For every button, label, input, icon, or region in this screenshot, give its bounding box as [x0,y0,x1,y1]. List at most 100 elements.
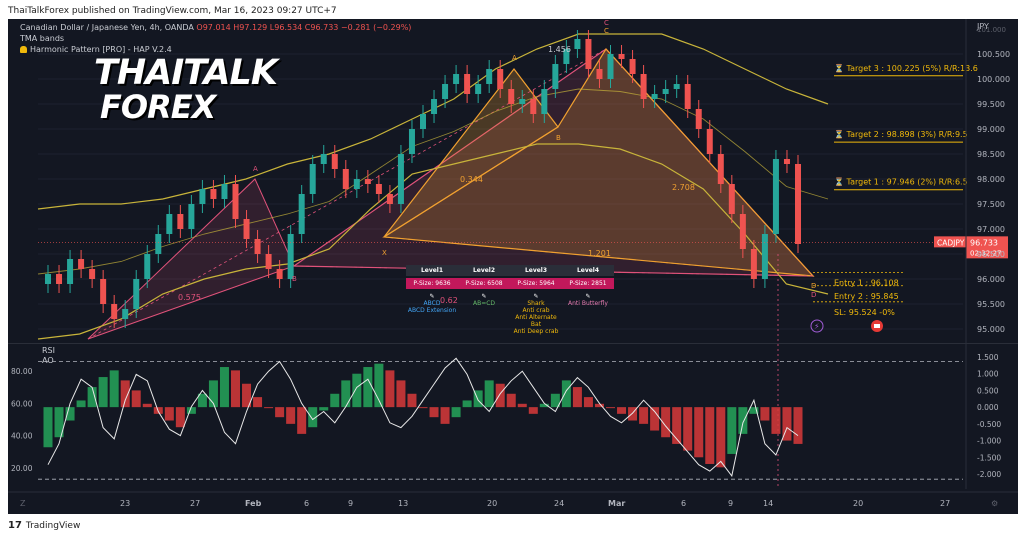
ao-bar [341,380,351,408]
ao-tick-label: 0.500 [977,386,999,395]
time-tick-label: 13 [398,499,408,508]
candle-body [353,179,360,189]
chart-svg[interactable]: ⏳ Target 3 : 100.225 (5%) R/R:13.6 ⏳ Targ… [8,19,1018,514]
ao-tick-label: 1.000 [977,370,999,379]
time-tick-label: 20 [853,499,863,508]
rsi-tick-label: 60.00 [11,399,33,408]
ao-bar [738,407,748,434]
bell-icon [20,46,27,53]
logo-line1: THAITALK [94,53,278,93]
publisher-line: ThaiTalkForex published on TradingView.c… [8,6,337,16]
ao-bar [727,407,737,454]
legend-indicator-tma[interactable]: TMA bands [20,34,65,43]
candle-body [287,234,294,279]
candle-body [596,69,603,79]
candle-body [320,154,327,164]
pattern-dotted-xc [87,48,607,340]
ao-bar [583,397,593,408]
ao-bar [286,407,296,424]
footer[interactable]: 17 TradingView [8,520,80,531]
time-tick-label: 9 [348,499,353,508]
time-tick-label: 23 [120,499,130,508]
point-a-mid: A [512,54,517,62]
candle-body [684,84,691,109]
level-psize: P-Size: 5964 [510,278,562,289]
lightning-icon [810,319,824,333]
ao-bar [705,407,715,464]
stop-loss-label: SL: 95.524 -0% [834,308,895,317]
price-tick-label: 100.000 [977,75,1010,84]
candle-body [629,59,636,74]
ao-bar [771,407,781,434]
chart-frame[interactable]: ⏳ Target 3 : 100.225 (5%) R/R:13.6 ⏳ Targ… [8,19,1018,514]
main-grid [38,53,963,330]
tma-lower-band [37,143,829,340]
price-tick-label: 96.500 [977,250,1005,259]
candle-body [375,184,382,194]
candle-body [552,64,559,89]
time-tick-label: 6 [304,499,309,508]
point-c: C [604,27,609,35]
ao-bar [109,370,119,408]
target-label-1: ⏳ Target 3 : 100.225 (5%) R/R:13.6 [834,63,978,73]
ao-bar [782,407,792,441]
candle-body [309,164,316,194]
candle-body [750,249,757,279]
target-label-2: ⏳ Target 2 : 98.898 (3%) R/R:9.5 [834,129,968,139]
level-patterns: ✎ Anti Butterfly [562,289,614,307]
ao-tick-label: -0.500 [977,420,1001,429]
price-tick-label: 97.000 [977,225,1005,234]
ao-tick-label: -1.500 [977,453,1001,462]
ao-bar [54,407,64,438]
legend-indicator-harmonic[interactable]: Harmonic Pattern [PRO] - HAP V.2.4 [20,44,411,55]
candle-body [188,204,195,229]
ao-bar [231,370,240,408]
time-axis-bg [8,492,1018,514]
price-tick-label: 98.500 [977,150,1005,159]
level-column: Level2 P-Size: 6508 ✎ AB=CD [458,265,510,335]
candle-body [761,234,768,279]
point-x: X [382,249,387,257]
level-pattern-name: Anti Deep crab [513,328,559,335]
time-tick-label: 27 [190,499,200,508]
level-pattern-name: Shark [527,300,545,307]
candle-body [607,54,614,79]
ao-bar [219,367,229,408]
candle-body [464,74,471,94]
point-d-pink: D [811,291,816,299]
ao-bar [87,387,97,408]
level-pattern-name: Anti Alternate Bat [515,314,557,328]
ao-tick-label: -2.000 [977,470,1001,479]
candle-body [640,74,647,99]
pattern-bcd-orange [382,48,815,277]
candle-body [133,279,140,309]
ao-bar [98,377,108,408]
countdown-label: 02:32:27 [970,249,1001,257]
current-price-label: 96.733 [970,238,998,247]
time-tick-label: Mar [608,499,625,508]
level-column: Level3 P-Size: 5964 ✎ Shark Anti crab Anti Al… [510,265,562,335]
level-psize: P-Size: 6508 [458,278,510,289]
candle-body [265,254,272,269]
pattern-ratio-062: 0.62 [440,296,458,305]
logo-line2: FOREX [100,88,216,126]
candle-body [56,274,63,284]
ao-bar [793,407,803,444]
candle-body [331,154,338,169]
candle-body [442,84,449,99]
candle-body [717,154,724,184]
level-header: Level3 [510,265,562,276]
candle-body [67,259,74,284]
overlay-layer: ⏳ Target 3 : 100.225 (5%) R/R:13.6 ⏳ Targ… [38,19,1008,489]
candle-body [530,99,537,114]
candle-body [298,194,305,234]
candle-body [420,114,426,129]
pencil-icon: ✎ [429,293,435,300]
pane-divider [8,343,1018,344]
ao-bar [43,407,53,448]
pattern-layer [87,48,815,340]
price-unit-label: JPY [976,22,989,31]
levels-table: Level1 P-Size: 9636 ✎ ABCD ABCD Extension Lev… [406,265,614,335]
ao-bar [418,407,428,409]
